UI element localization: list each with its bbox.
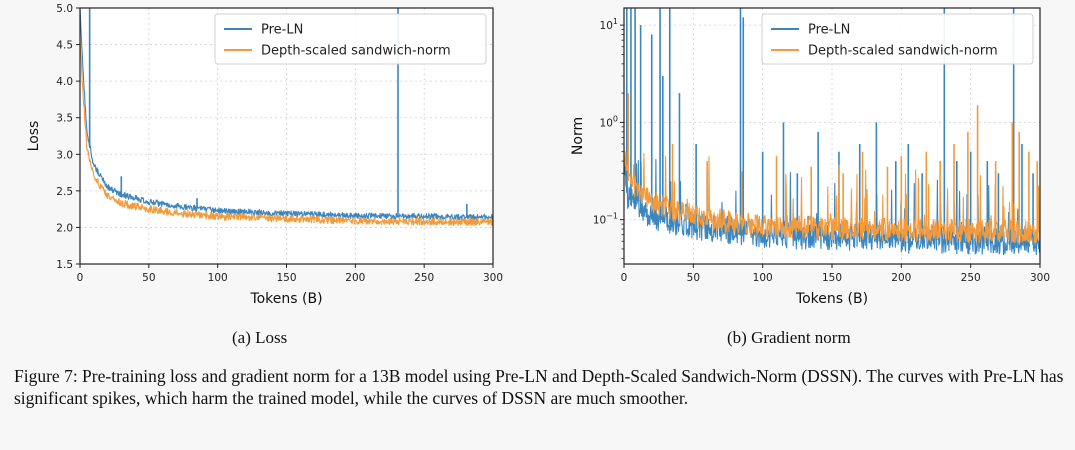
axes-frame xyxy=(79,7,494,265)
legend-box xyxy=(761,13,1034,65)
y-tick-label: 1.5 xyxy=(56,259,73,271)
x-axis-label: Tokens (B) xyxy=(249,291,322,307)
y-tick-label: 3.5 xyxy=(56,113,73,125)
y-tick-label: 100 xyxy=(600,114,618,129)
series-line-pre-ln xyxy=(80,8,493,221)
legend-entry: Depth-scaled sandwich-norm xyxy=(808,44,998,59)
y-tick-label: 2.0 xyxy=(56,222,73,234)
y-tick-label: 2.5 xyxy=(56,186,73,198)
x-axis-label: Tokens (B) xyxy=(795,291,868,307)
y-tick-label: 5.0 xyxy=(56,3,73,15)
y-tick-label: 4.0 xyxy=(56,76,73,88)
legend-entry: Pre-LN xyxy=(261,23,303,38)
subcaption-loss: (a) Loss xyxy=(232,328,288,347)
legend: Pre-LN Depth-scaled sandwich-norm xyxy=(761,13,1034,65)
axes-frame xyxy=(623,7,1041,265)
x-tick-label: 100 xyxy=(753,272,773,284)
x-tick-label: 200 xyxy=(891,272,911,284)
subcaption-gradient-norm: (b) Gradient norm xyxy=(727,328,851,347)
x-tick-label: 0 xyxy=(77,272,84,284)
x-tick-label: 300 xyxy=(483,272,503,284)
x-tick-label: 200 xyxy=(345,272,365,284)
figure-caption: Figure 7: Pre-training loss and gradient… xyxy=(14,366,1064,408)
x-tick-label: 150 xyxy=(276,272,296,284)
series-group xyxy=(624,8,1040,256)
series-line-dssn xyxy=(80,38,493,227)
y-tick-label: 3.0 xyxy=(56,149,73,161)
legend-entry: Depth-scaled sandwich-norm xyxy=(261,44,451,59)
loss-chart: 0 50 100 150 200 250 300 1.5 2.0 2.5 3.0 3.5 4.0 4.5 5… xyxy=(26,3,503,307)
y-tick-label: 4.5 xyxy=(56,40,73,52)
x-tick-label: 250 xyxy=(961,272,981,284)
series-line-dssn xyxy=(624,146,1040,244)
y-axis-label: Norm xyxy=(570,117,586,155)
y-axis-label: Loss xyxy=(26,121,42,152)
legend: Pre-LN Depth-scaled sandwich-norm xyxy=(214,13,487,65)
x-tick-label: 50 xyxy=(687,272,700,284)
x-tick-label: 250 xyxy=(414,272,434,284)
gradient-norm-chart: 0 50 100 150 200 250 300 10−1 100 101 Tokens (B) No… xyxy=(570,7,1050,307)
y-tick-label: 101 xyxy=(600,17,618,32)
legend-box xyxy=(214,13,487,65)
x-tick-label: 0 xyxy=(621,272,628,284)
x-tick-label: 300 xyxy=(1030,272,1050,284)
legend-entry: Pre-LN xyxy=(808,23,850,38)
x-tick-label: 150 xyxy=(822,272,842,284)
y-tick-label: 10−1 xyxy=(593,212,618,227)
x-tick-label: 100 xyxy=(208,272,228,284)
x-tick-label: 50 xyxy=(142,272,155,284)
